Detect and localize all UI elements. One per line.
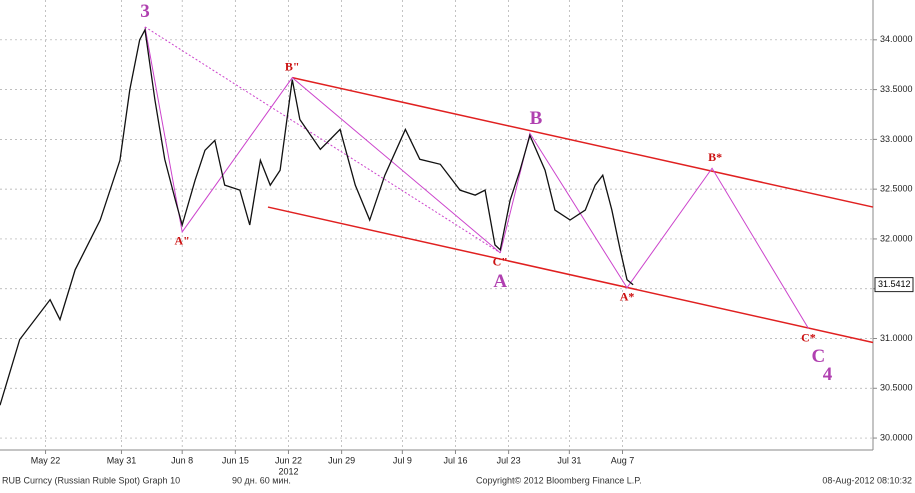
trend-line (144, 26, 501, 254)
x-tick-label: Jul 31 (557, 455, 581, 465)
y-tick-label: 33.5000 (880, 84, 913, 94)
x-tick-label: May 31 (107, 455, 137, 465)
x-tick-label: Jun 8 (171, 455, 193, 465)
y-tick-label: 33.0000 (880, 134, 913, 144)
wave-label: C* (801, 330, 816, 344)
footer-left: RUB Curncy (Russian Ruble Spot) Graph 10 (2, 475, 180, 485)
wave-label: 3 (140, 1, 150, 22)
footer-timestamp: 08-Aug-2012 08:10:32 (822, 475, 912, 485)
y-tick-label: 32.5000 (880, 184, 913, 194)
footer-copyright: Copyright© 2012 Bloomberg Finance L.P. (476, 475, 642, 485)
x-tick-label: Jun 22 (275, 455, 302, 465)
x-year-label: 2012 (278, 466, 298, 476)
x-tick-label: Jul 16 (443, 455, 467, 465)
price-line (0, 27, 634, 406)
last-price-label: 31.5412 (878, 279, 911, 289)
wave-label: C" (493, 255, 508, 269)
wave-label: A" (175, 234, 190, 248)
wave-label: 4 (823, 364, 833, 385)
y-tick-label: 34.0000 (880, 34, 913, 44)
wave-label: C (811, 346, 825, 367)
x-tick-label: May 22 (31, 455, 61, 465)
x-tick-label: Aug 7 (611, 455, 635, 465)
x-tick-label: Jun 29 (328, 455, 355, 465)
y-tick-label: 32.0000 (880, 233, 913, 243)
x-tick-label: Jul 23 (497, 455, 521, 465)
last-price-box (874, 277, 914, 293)
trend-line (267, 206, 874, 344)
x-tick-label: Jul 9 (393, 455, 412, 465)
y-tick-label: 30.5000 (880, 383, 913, 393)
wave-label: A (493, 271, 507, 292)
wave-label: B" (285, 59, 300, 73)
y-tick-label: 30.0000 (880, 432, 913, 442)
wave-label: A* (620, 289, 635, 303)
y-tick-label: 31.0000 (880, 333, 913, 343)
wave-label: B (530, 108, 543, 129)
wave-label: B* (708, 150, 722, 164)
footer-period: 90 дн. 60 мин. (232, 475, 291, 485)
trend-line (292, 76, 874, 208)
trend-line (499, 132, 809, 329)
x-tick-label: Jun 15 (222, 455, 249, 465)
